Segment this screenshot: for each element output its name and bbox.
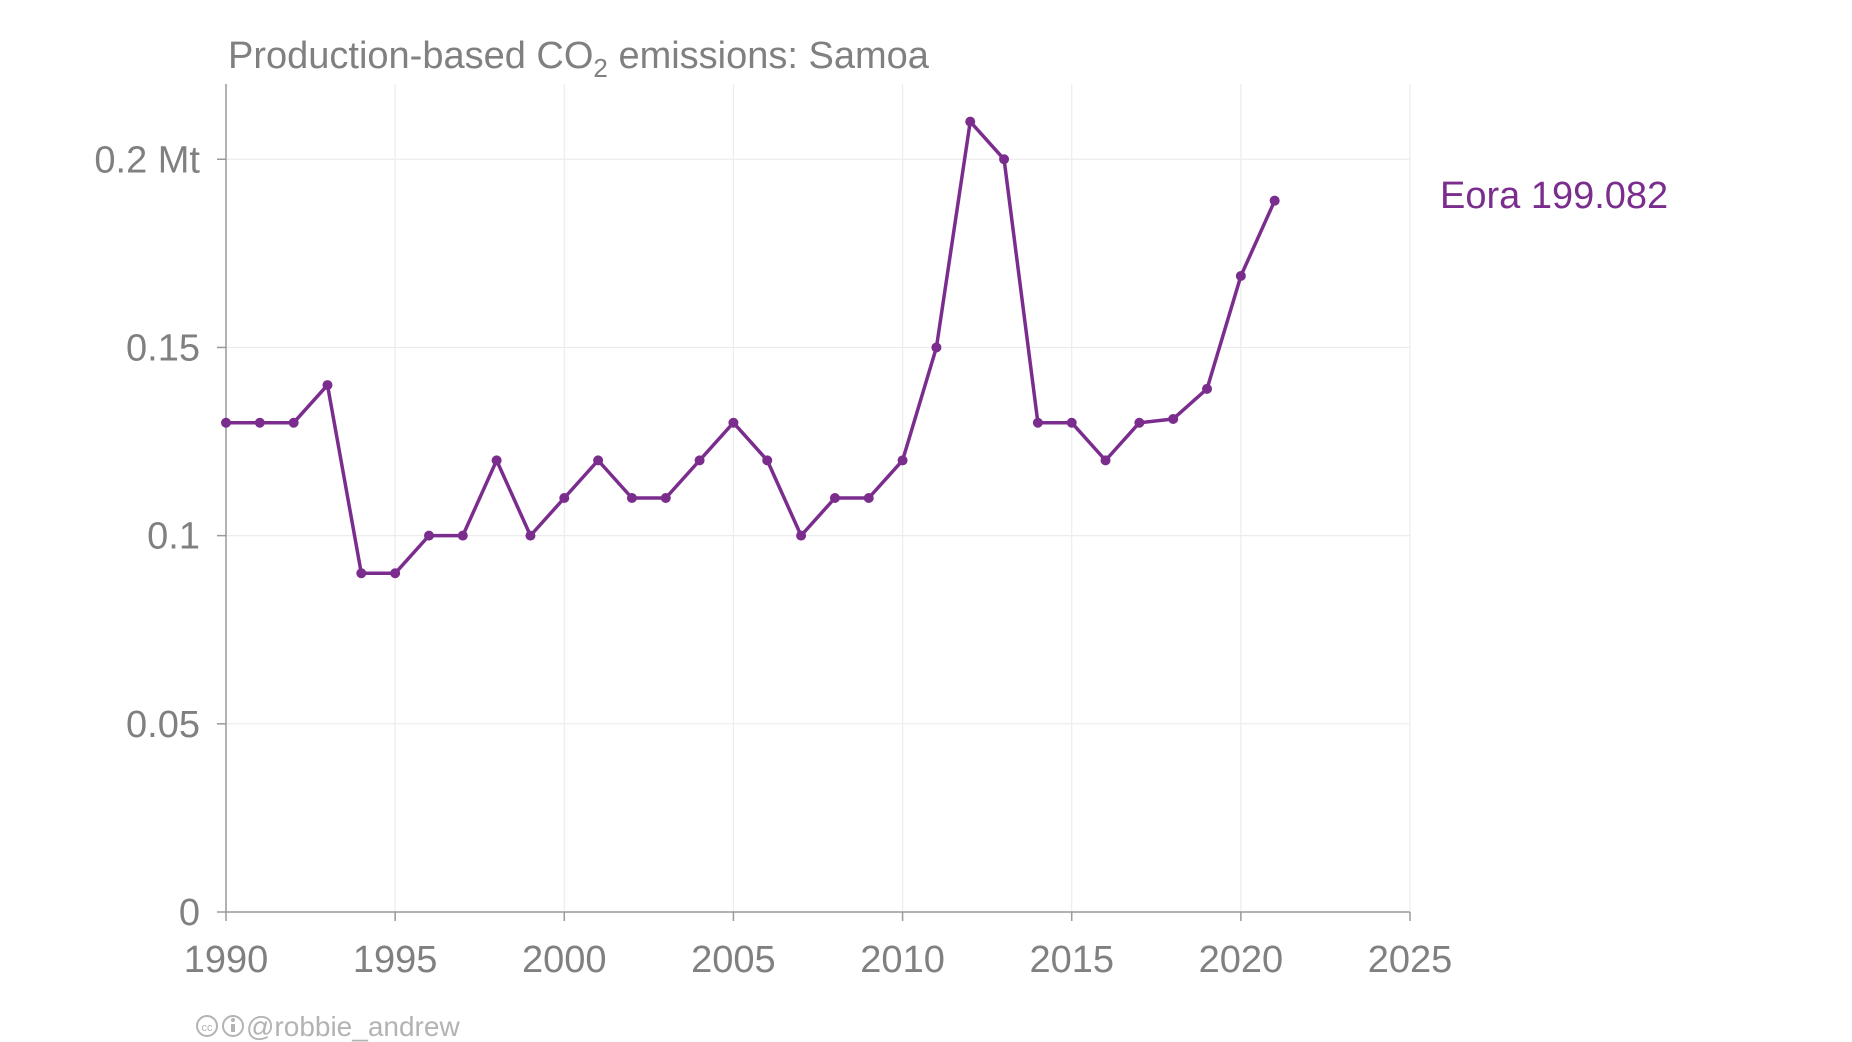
y-tick-label: 0.05: [126, 704, 200, 746]
x-tick-label: 2000: [522, 939, 607, 981]
x-tick-label: 2005: [691, 939, 776, 981]
data-point: [254, 417, 265, 428]
cc-icon: cc: [196, 1015, 218, 1037]
data-point: [356, 568, 367, 579]
data-point: [423, 530, 434, 541]
series-eora: [221, 116, 1280, 579]
data-point: [762, 455, 773, 466]
data-point: [863, 493, 874, 503]
data-point: [728, 417, 739, 428]
data-point: [1100, 455, 1111, 466]
data-point: [1134, 417, 1145, 428]
series-end-label: Eora 199.082: [1440, 175, 1668, 217]
x-tick-label: 1990: [184, 939, 269, 981]
data-point: [1202, 383, 1213, 394]
data-point: [897, 455, 908, 466]
data-point: [390, 568, 401, 579]
y-tick-label: 0.1: [147, 516, 200, 558]
data-point: [1032, 417, 1043, 428]
gridlines: [225, 84, 1411, 913]
data-point: [796, 530, 807, 541]
data-point: [1168, 413, 1179, 424]
data-point: [999, 154, 1010, 165]
data-point: [593, 455, 604, 466]
data-point: [559, 493, 570, 503]
data-point: [1269, 195, 1280, 206]
y-tick-label: 0.2 Mt: [94, 139, 200, 181]
x-tick-label: 2015: [1029, 939, 1114, 981]
y-tick-label: 0.15: [126, 327, 200, 369]
data-point: [965, 116, 976, 127]
data-point: [829, 493, 840, 503]
chart-title: Production-based CO2 emissions: Samoa: [228, 35, 930, 83]
series-line: [226, 119, 1277, 576]
credit: cc @robbie_andrew: [196, 1011, 460, 1042]
data-point: [694, 455, 705, 466]
credit-handle: @robbie_andrew: [246, 1011, 460, 1042]
data-point: [660, 493, 671, 503]
axes: 1990 1995 2000 2005 2010 2015 2020 2025 0 0.05 0.1…: [94, 84, 1452, 981]
by-icon: [222, 1015, 244, 1037]
data-point: [322, 380, 333, 391]
y-tick-label: 0: [179, 892, 200, 934]
data-point: [288, 417, 299, 428]
x-tick-label: 1995: [353, 939, 438, 981]
data-point: [491, 455, 502, 466]
x-tick-label: 2010: [860, 939, 945, 981]
data-point: [626, 493, 637, 503]
data-point: [457, 530, 468, 541]
data-point: [931, 342, 942, 353]
data-point: [1235, 270, 1246, 281]
x-tick-label: 2025: [1368, 939, 1453, 981]
data-point: [1066, 417, 1077, 428]
data-point: [525, 530, 536, 541]
data-point: [221, 417, 231, 428]
x-tick-label: 2020: [1199, 939, 1284, 981]
svg-text:cc: cc: [202, 1022, 214, 1034]
